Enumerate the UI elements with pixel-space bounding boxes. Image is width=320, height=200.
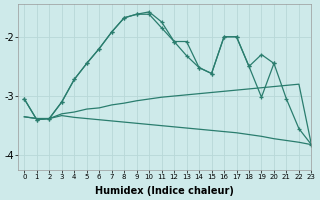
X-axis label: Humidex (Indice chaleur): Humidex (Indice chaleur) (95, 186, 234, 196)
